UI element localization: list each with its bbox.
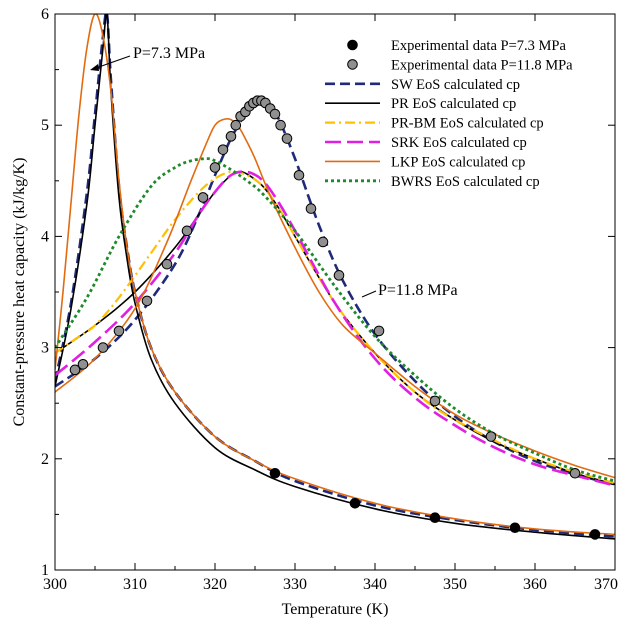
- series-line-pr-eos-calculated-cp-1: [55, 171, 615, 486]
- y-tick-label: 6: [41, 6, 49, 23]
- annotation-arrowhead-7-3: [90, 64, 99, 71]
- x-tick-label: 330: [283, 576, 307, 593]
- annotation-arrow-7-3: [95, 55, 131, 69]
- data-point-experimental-data-p-11-8-mpa: [77, 358, 89, 370]
- data-point-experimental-data-p-11-8-mpa: [181, 225, 193, 237]
- points-layer: [69, 95, 601, 540]
- data-point-experimental-data-p-11-8-mpa: [161, 258, 173, 270]
- series-line-bwrs-eos-calculated-cp-0: [55, 157, 615, 483]
- ticks-layer: 300 310 320 330 340 350 360 370 1 2 3 4 5 6: [41, 6, 618, 593]
- data-point-experimental-data-p-11-8-mpa: [429, 395, 441, 407]
- x-tick-label: 310: [123, 576, 147, 593]
- data-point-experimental-data-p-11-8-mpa: [113, 325, 125, 337]
- data-point-experimental-data-p-11-8-mpa: [305, 203, 317, 214]
- series-line-sw-eos-calculated-cp-1: [55, 101, 615, 486]
- legend-label: Experimental data P=7.3 MPa: [391, 38, 566, 54]
- data-point-experimental-data-p-7-3-mpa: [589, 529, 601, 540]
- data-point-experimental-data-p-11-8-mpa: [569, 467, 581, 479]
- series-line-pr-bm-eos-calculated-cp-0: [55, 170, 615, 485]
- legend-label: LKP EoS calculated cp: [391, 154, 525, 170]
- data-point-experimental-data-p-11-8-mpa: [230, 119, 242, 131]
- data-point-experimental-data-p-11-8-mpa: [333, 270, 345, 281]
- legend-item-lkp-eos-calculated-cp: LKP EoS calculated cp: [325, 154, 525, 170]
- legend-item-pr-bm-eos-calculated-cp: PR-BM EoS calculated cp: [325, 116, 544, 132]
- plot-frame: [54, 13, 616, 571]
- legend-item-bwrs-eos-calculated-cp: BWRS EoS calculated cp: [325, 174, 540, 190]
- data-point-experimental-data-p-11-8-mpa: [197, 192, 209, 203]
- annotation-p-11-8: P=11.8 MPa: [378, 282, 458, 299]
- legend-label: SW EoS calculated cp: [391, 77, 520, 93]
- legend-item-srk-eos-calculated-cp: SRK EoS calculated cp: [325, 135, 527, 151]
- x-tick-label: 340: [363, 576, 387, 593]
- x-tick-label: 370: [594, 576, 618, 593]
- data-point-experimental-data-p-11-8-mpa: [373, 325, 385, 337]
- data-point-experimental-data-p-11-8-mpa: [269, 108, 281, 120]
- series-line-lkp-eos-calculated-cp-0: [55, 14, 615, 536]
- data-point-experimental-data-p-7-3-mpa: [509, 522, 521, 534]
- data-point-experimental-data-p-11-8-mpa: [485, 431, 497, 442]
- data-point-experimental-data-p-11-8-mpa: [69, 364, 81, 376]
- y-tick-label: 2: [41, 451, 49, 468]
- data-point-experimental-data-p-11-8-mpa: [317, 236, 329, 248]
- legend-item-sw-eos-calculated-cp: SW EoS calculated cp: [325, 77, 520, 93]
- legend-item-experimental-data-p-11-8-mpa: Experimental data P=11.8 MPa: [347, 57, 573, 73]
- data-point-experimental-data-p-11-8-mpa: [293, 169, 305, 181]
- series-line-lkp-eos-calculated-cp-1: [55, 117, 615, 479]
- legend-marker: [347, 39, 358, 51]
- series-line-pr-eos-calculated-cp-0: [55, 14, 615, 540]
- y-tick-label: 1: [41, 562, 49, 579]
- x-tick-label: 360: [523, 576, 547, 593]
- data-point-experimental-data-p-11-8-mpa: [275, 119, 286, 131]
- legend: Experimental data P=7.3 MPa Experimental …: [325, 38, 573, 190]
- data-point-experimental-data-p-7-3-mpa: [349, 497, 361, 509]
- x-tick-label: 300: [43, 576, 67, 593]
- annotation-arrow-11-8: [361, 290, 377, 298]
- y-axis-title: Constant-pressure heat capacity (kJ/kg/K…: [11, 158, 28, 427]
- series-line-srk-eos-calculated-cp-0: [55, 170, 615, 487]
- data-point-experimental-data-p-11-8-mpa: [141, 295, 153, 307]
- legend-marker: [347, 59, 358, 70]
- legend-label: Experimental data P=11.8 MPa: [391, 57, 573, 73]
- annotations-layer: P=7.3 MPa P=11.8 MPa: [90, 45, 458, 299]
- y-tick-label: 5: [41, 117, 49, 134]
- legend-label: SRK EoS calculated cp: [391, 135, 527, 151]
- x-tick-label: 320: [203, 576, 227, 593]
- data-point-experimental-data-p-11-8-mpa: [281, 133, 293, 144]
- data-point-experimental-data-p-11-8-mpa: [217, 144, 229, 155]
- legend-label: BWRS EoS calculated cp: [391, 174, 540, 190]
- x-axis-title: Temperature (K): [282, 601, 389, 618]
- data-point-experimental-data-p-11-8-mpa: [97, 342, 109, 353]
- data-point-experimental-data-p-11-8-mpa: [209, 162, 221, 173]
- legend-item-experimental-data-p-7-3-mpa: Experimental data P=7.3 MPa: [347, 38, 566, 54]
- y-tick-label: 4: [41, 228, 49, 245]
- legend-item-pr-eos-calculated-cp: PR EoS calculated cp: [325, 96, 516, 112]
- annotation-p-7-3: P=7.3 MPa: [133, 45, 205, 62]
- data-point-experimental-data-p-7-3-mpa: [269, 467, 281, 479]
- legend-label: PR EoS calculated cp: [391, 96, 516, 112]
- legend-label: PR-BM EoS calculated cp: [391, 116, 544, 132]
- x-tick-label: 350: [443, 576, 467, 593]
- data-point-experimental-data-p-7-3-mpa: [429, 512, 441, 524]
- y-tick-label: 3: [41, 340, 49, 357]
- data-point-experimental-data-p-11-8-mpa: [225, 131, 237, 142]
